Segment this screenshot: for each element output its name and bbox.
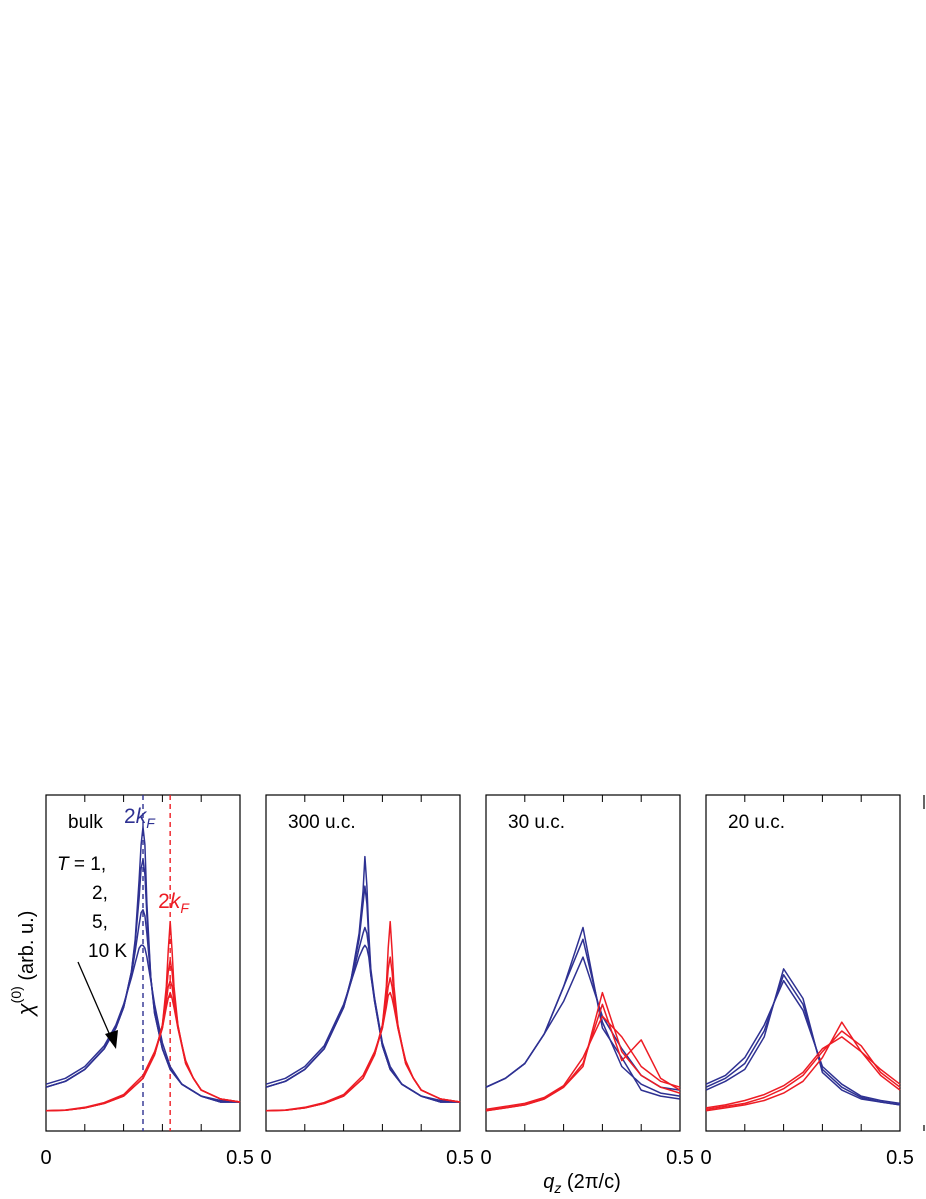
series-line xyxy=(265,885,460,1103)
plot-frame xyxy=(45,794,241,1132)
series-line xyxy=(45,959,241,1112)
x-tick-label: 0 xyxy=(40,1147,51,1169)
temperature-value: = 1, xyxy=(69,854,107,875)
x-axis-unit: (2π/c) xyxy=(561,1171,620,1193)
series-line xyxy=(45,991,241,1112)
marker-label-sub: F xyxy=(146,815,156,831)
x-tick-label: 0.5 xyxy=(886,1147,914,1169)
temperature-note-line: 10 K xyxy=(88,941,127,962)
series-line xyxy=(705,1021,901,1112)
marker-label-num: 2 xyxy=(124,805,136,828)
x-axis-sub: z xyxy=(553,1180,561,1196)
series-line xyxy=(265,855,460,1103)
series-line xyxy=(45,944,241,1103)
plot-frame xyxy=(265,794,461,1132)
series-line xyxy=(265,991,461,1112)
series-line xyxy=(485,938,681,1097)
temperature-note-line: 2, xyxy=(92,883,108,904)
series-line xyxy=(705,974,901,1106)
marker-label-k: k xyxy=(136,805,148,828)
series-line xyxy=(45,979,241,1112)
x-tick-label: 0.5 xyxy=(226,1147,254,1169)
panel-4: 0 0.5 20 u.c. xyxy=(700,794,914,1169)
temperature-symbol: T xyxy=(57,854,70,875)
marker-label-sub: F xyxy=(180,900,190,916)
x-tick-label: 0.5 xyxy=(666,1147,694,1169)
marker-label-k: k xyxy=(170,890,182,913)
y-axis-sup: (0) xyxy=(8,986,24,1003)
series-line xyxy=(265,956,461,1112)
series-line xyxy=(705,968,901,1106)
series-line xyxy=(705,1030,901,1111)
plot-frame xyxy=(705,794,901,1132)
trend-arrow-head xyxy=(105,1030,118,1049)
marker-label-blue: 2kF xyxy=(124,805,156,831)
series-line xyxy=(485,1015,681,1111)
x-axis-var: q xyxy=(543,1171,554,1193)
series-line xyxy=(485,1003,681,1112)
x-tick-label: 0 xyxy=(260,1147,271,1169)
panel-label: bulk xyxy=(68,812,103,833)
y-axis-label: χ(0) (arb. u.) xyxy=(8,911,38,1018)
panel-label: 30 u.c. xyxy=(508,812,565,833)
x-tick-label: 0.5 xyxy=(446,1147,474,1169)
panel-3: 0 0.5 30 u.c. xyxy=(480,794,694,1169)
x-tick-label: 0 xyxy=(480,1147,491,1169)
panel-label: 20 u.c. xyxy=(728,812,785,833)
x-axis-label: qz (2π/c) xyxy=(543,1171,620,1196)
series-line xyxy=(265,977,461,1112)
series-line xyxy=(485,956,681,1091)
y-axis-unit: (arb. u.) xyxy=(16,911,38,987)
panel-2: 0 0.5 300 u.c. xyxy=(260,794,474,1169)
marker-label-num: 2 xyxy=(158,890,170,913)
panel-label: 300 u.c. xyxy=(288,812,356,833)
series-line xyxy=(265,944,461,1103)
series-line xyxy=(705,1036,901,1109)
marker-label-red: 2kF xyxy=(158,890,190,916)
y-axis-var: χ xyxy=(13,1002,38,1017)
x-tick-label: 0 xyxy=(700,1147,711,1169)
plot-frame xyxy=(485,794,681,1132)
temperature-note-line: 5, xyxy=(92,912,108,933)
trend-arrow-shaft xyxy=(77,961,113,1041)
temperature-note-line: T = 1, xyxy=(57,854,106,875)
series-line xyxy=(705,979,901,1105)
